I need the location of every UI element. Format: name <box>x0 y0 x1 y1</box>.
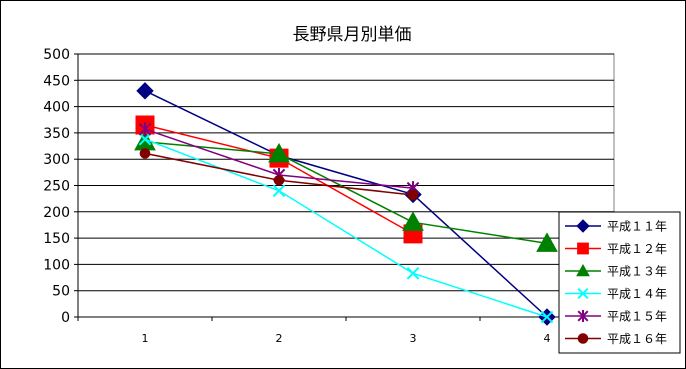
legend-item: 平成１３年 <box>565 263 667 279</box>
data-point-x <box>272 184 286 198</box>
data-point-circle <box>273 174 285 186</box>
data-point-diamond <box>136 82 154 100</box>
series-6 <box>139 148 419 201</box>
chart-title: 長野県月別単価 <box>293 25 412 45</box>
legend-label: 平成１６年 <box>607 332 667 346</box>
legend-item: 平成１１年 <box>565 219 667 234</box>
x-tick-label: 1 <box>142 332 149 345</box>
x-axis-ticks: 1 2 3 4 <box>77 317 615 345</box>
legend-item: 平成１５年 <box>565 310 667 324</box>
y-axis-ticks: 0 50 100 150 200 250 300 350 400 450 500 <box>43 47 78 326</box>
legend-label: 平成１３年 <box>607 265 667 279</box>
series-line <box>144 138 548 318</box>
data-point-triangle <box>402 211 424 231</box>
y-tick-label: 450 <box>43 73 70 89</box>
y-tick-label: 400 <box>43 100 70 116</box>
legend-item: 平成１６年 <box>565 332 667 346</box>
legend-label: 平成１５年 <box>607 310 667 324</box>
y-tick-label: 300 <box>43 152 70 168</box>
data-point-x <box>577 287 589 300</box>
x-tick-label: 2 <box>276 332 283 345</box>
data-point-x <box>540 310 554 324</box>
y-tick-label: 350 <box>43 126 70 142</box>
y-tick-label: 250 <box>43 179 70 195</box>
data-point-diamond <box>576 219 590 233</box>
data-point-square <box>577 242 589 255</box>
y-tick-label: 100 <box>43 257 70 273</box>
y-tick-label: 0 <box>61 310 70 326</box>
legend-label: 平成１１年 <box>607 220 667 234</box>
x-tick-label: 3 <box>410 332 417 345</box>
x-tick-label: 4 <box>544 332 551 345</box>
data-point-circle <box>407 189 419 201</box>
data-point-triangle <box>536 232 558 252</box>
legend-label: 平成１４年 <box>607 287 667 301</box>
legend-item: 平成１２年 <box>565 242 667 256</box>
legend-box <box>558 211 681 354</box>
data-point-circle <box>577 333 589 344</box>
series-line <box>144 90 548 318</box>
data-point-triangle <box>576 263 590 277</box>
data-point-star <box>577 310 589 322</box>
data-point-star <box>138 122 152 137</box>
y-tick-label: 150 <box>43 231 70 247</box>
y-tick-label: 200 <box>43 205 70 221</box>
series-group <box>134 82 558 326</box>
y-tick-label: 500 <box>43 47 70 63</box>
legend-label: 平成１２年 <box>607 242 667 256</box>
data-point-x <box>138 132 152 146</box>
data-point-circle <box>139 148 151 159</box>
legend-item: 平成１４年 <box>565 287 667 301</box>
y-tick-label: 50 <box>52 284 70 300</box>
data-point-x <box>406 267 420 280</box>
series-4 <box>138 132 554 324</box>
gridlines <box>78 53 614 292</box>
data-point-triangle <box>268 142 290 163</box>
